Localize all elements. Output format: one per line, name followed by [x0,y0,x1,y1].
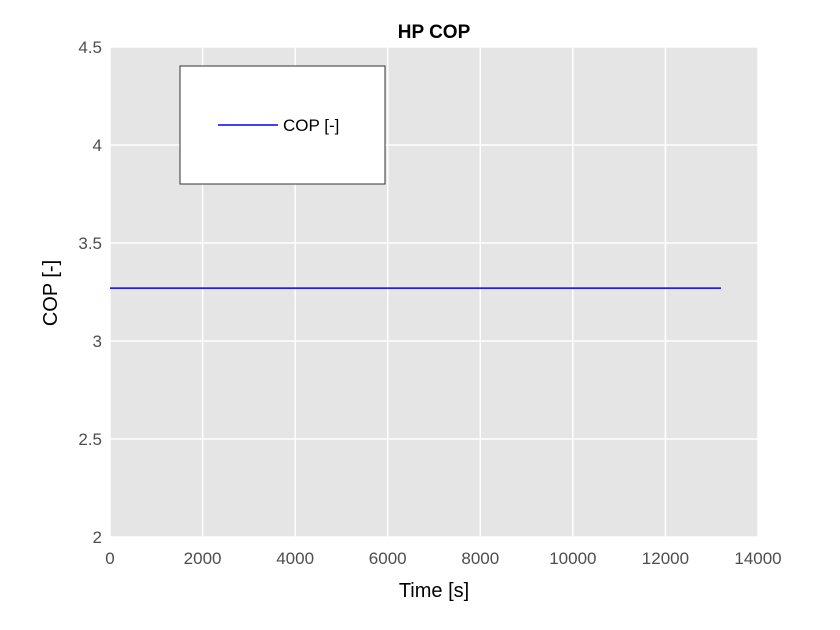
legend-box [179,65,386,185]
legend-label: COP [-] [283,116,339,135]
x-tick-label: 14000 [734,549,781,568]
x-tick-label: 12000 [642,549,689,568]
x-tick-label: 10000 [549,549,596,568]
y-tick-label: 4 [93,136,102,155]
y-tick-label: 2 [93,528,102,547]
x-tick-label: 8000 [461,549,499,568]
x-tick-label: 2000 [184,549,222,568]
chart-title: HP COP [398,22,471,43]
legend: COP [-] [179,65,386,185]
x-tick-label: 6000 [369,549,407,568]
x-tick-label: 4000 [276,549,314,568]
y-axis-title: COP [-] [40,260,62,326]
y-tick-label: 4.5 [78,38,102,57]
y-tick-labels: 2 2.5 3 3.5 4 4.5 [78,38,102,547]
y-tick-label: 3 [93,332,102,351]
y-tick-label: 2.5 [78,430,102,449]
x-axis-title: Time [s] [399,580,469,602]
x-tick-label: 0 [105,549,114,568]
y-tick-label: 3.5 [78,234,102,253]
x-tick-labels: 0 2000 4000 6000 8000 10000 12000 14000 [105,549,781,568]
